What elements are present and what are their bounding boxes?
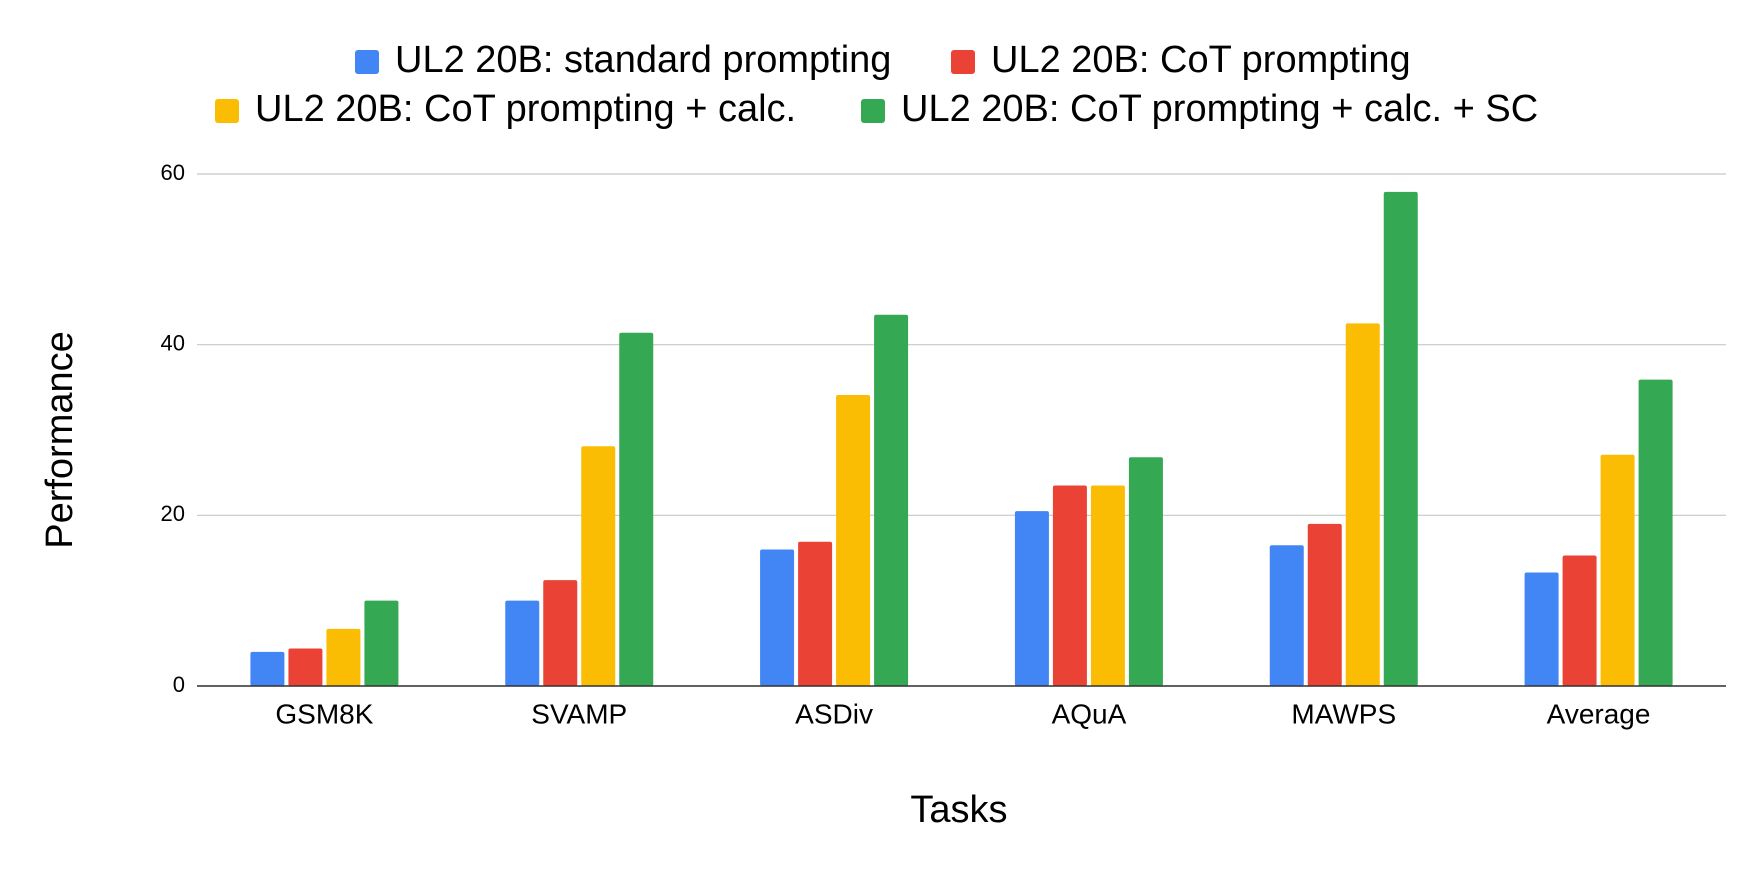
y-tick-label: 60 [161,160,185,185]
bar [1562,555,1597,686]
bar [1090,485,1125,686]
y-tick-label: 40 [161,330,185,355]
bar [798,541,833,686]
bar [1345,323,1380,686]
bar [288,648,323,686]
bar [326,628,361,686]
bar [760,549,795,686]
y-axis-title: Performance [39,331,81,549]
legend-swatch [215,99,239,123]
x-tick-label: GSM8K [275,698,373,729]
bar [874,314,909,686]
bar [364,600,399,686]
bar [1269,545,1304,686]
legend-label: UL2 20B: CoT prompting + calc. + SC [901,88,1538,130]
bar [1052,485,1087,686]
legend-swatch [951,50,975,74]
bar [1524,572,1559,686]
bar [619,332,654,686]
y-tick-label: 0 [173,672,185,697]
bar [505,600,540,686]
bar [1638,379,1673,686]
x-tick-label: ASDiv [795,698,873,729]
legend-label: UL2 20B: CoT prompting + calc. [255,88,796,130]
bar [581,446,616,686]
legend-swatch [355,50,379,74]
bar [250,651,285,686]
bar [543,580,578,686]
x-tick-label: Average [1547,698,1651,729]
bar [1307,523,1342,686]
x-tick-label: AQuA [1052,698,1127,729]
bar [836,395,871,686]
bar [1014,511,1049,686]
bar [1128,457,1163,686]
x-tick-label: MAWPS [1291,698,1396,729]
bar [1600,454,1635,686]
legend-label: UL2 20B: standard prompting [395,39,891,81]
y-tick-label: 20 [161,501,185,526]
legend-swatch [861,99,885,123]
x-axis-title: Tasks [910,789,1007,831]
legend-label: UL2 20B: CoT prompting [991,39,1411,81]
bar [1383,191,1418,687]
x-tick-label: SVAMP [531,698,627,729]
